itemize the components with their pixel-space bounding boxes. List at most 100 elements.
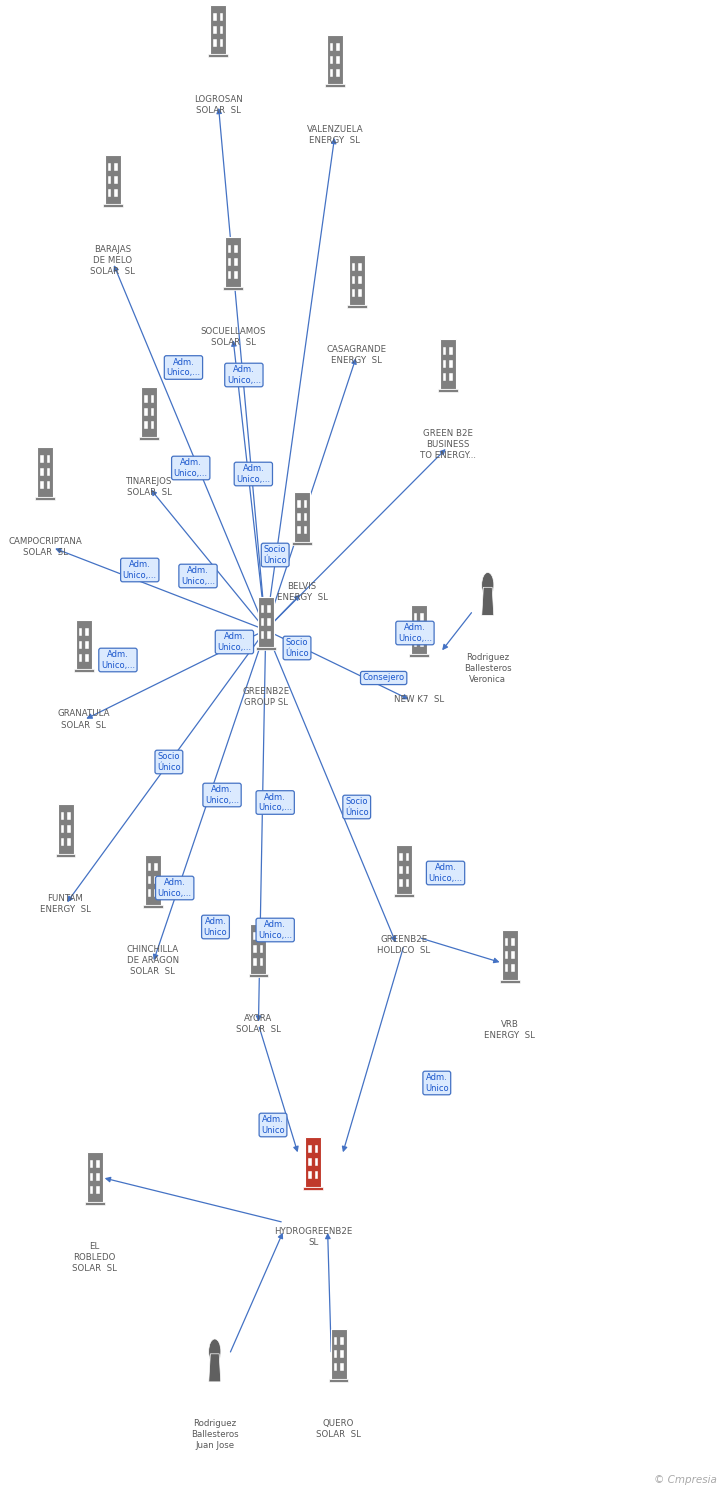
Bar [297,513,301,520]
Bar [144,422,148,429]
Text: SOCUELLAMOS
SOLAR  SL: SOCUELLAMOS SOLAR SL [200,327,266,346]
Bar [304,500,307,508]
Text: Adm.
Unico,...: Adm. Unico,... [181,567,215,585]
Bar [333,1364,337,1371]
Text: TINAREJOS
SOLAR  SL: TINAREJOS SOLAR SL [126,477,173,496]
Bar [438,388,458,392]
Bar [505,938,508,946]
Bar [405,852,409,861]
Bar [340,1336,344,1346]
Bar [220,26,223,33]
Bar [352,276,355,284]
Bar [139,436,159,439]
Bar [305,1137,321,1186]
Bar [253,932,257,940]
Bar [144,408,148,416]
Bar [213,39,217,46]
Text: Adm.
Unico,...: Adm. Unico,... [167,358,200,376]
Polygon shape [482,588,494,615]
Bar [40,482,44,489]
Bar [74,669,94,672]
Text: Socio
Único: Socio Único [264,546,287,564]
Bar [420,612,424,621]
Bar [511,951,515,958]
Bar [84,1202,105,1204]
Bar [449,346,453,355]
Bar [330,69,333,76]
Text: Adm.
Unico,...: Adm. Unico,... [218,633,251,651]
Bar [267,604,271,613]
Bar [225,237,241,286]
Text: Rodriguez
Ballesteros
Juan Jose: Rodriguez Ballesteros Juan Jose [191,1419,239,1450]
Bar [154,876,158,884]
Text: GREENB2E
GROUP SL: GREENB2E GROUP SL [242,687,289,706]
Bar [148,862,151,871]
Bar [304,526,307,534]
Bar [420,639,424,646]
Text: EL
ROBLEDO
SOLAR  SL: EL ROBLEDO SOLAR SL [72,1242,117,1274]
Bar [151,422,154,429]
Bar [250,924,266,974]
Text: Adm.
Unico,...: Adm. Unico,... [237,465,270,483]
Bar [234,258,238,266]
Bar [505,964,508,972]
Text: FUNTAM
ENERGY  SL: FUNTAM ENERGY SL [40,894,91,914]
Bar [336,56,340,63]
Bar [223,286,243,290]
Bar [292,542,312,544]
Bar [105,154,121,204]
Bar [90,1173,93,1180]
Text: Adm.
Unico,...: Adm. Unico,... [227,366,261,384]
Bar [308,1158,312,1166]
Bar [336,42,340,51]
Bar [210,4,226,54]
Bar [330,42,333,51]
Bar [325,84,345,87]
Text: HYDROGREENB2E
SL: HYDROGREENB2E SL [274,1227,352,1246]
Bar [220,39,223,46]
Bar [96,1186,100,1194]
Text: BELVIS
ENERGY  SL: BELVIS ENERGY SL [277,582,328,602]
Bar [414,639,417,646]
Bar [331,1329,347,1378]
Bar [349,255,365,304]
Bar [79,627,82,636]
Bar [411,604,427,654]
Bar [260,932,264,940]
Text: Adm.
Unico,...: Adm. Unico,... [429,864,462,882]
Bar [260,945,264,952]
Bar [58,804,74,853]
Bar [336,69,340,76]
Text: Adm.
Unico,...: Adm. Unico,... [101,651,135,669]
Bar [352,290,355,297]
Bar [340,1364,344,1371]
Bar [143,904,163,908]
Bar [141,387,157,436]
Bar [511,938,515,946]
Bar [440,339,456,388]
Bar [248,974,269,976]
Bar [261,632,264,639]
Bar [267,618,271,626]
Bar [499,980,520,982]
Bar [55,853,76,856]
Bar [220,12,223,21]
Bar [154,862,158,871]
Bar [108,176,111,183]
Bar [234,272,238,279]
Bar [148,890,151,897]
Bar [208,54,229,57]
Bar [67,839,71,846]
Bar [347,304,367,307]
Text: GRANATULA
SOLAR  SL: GRANATULA SOLAR SL [58,710,110,729]
Bar [414,612,417,621]
Text: Adm.
Unico,...: Adm. Unico,... [205,786,239,804]
Text: Adm.
Unico,...: Adm. Unico,... [123,561,157,579]
Bar [394,894,414,897]
Bar [333,1350,337,1358]
Bar [352,262,355,272]
Text: AYORA
SOLAR  SL: AYORA SOLAR SL [236,1014,281,1034]
Bar [414,626,417,633]
Text: Consejero: Consejero [363,674,405,682]
Bar [327,34,343,84]
